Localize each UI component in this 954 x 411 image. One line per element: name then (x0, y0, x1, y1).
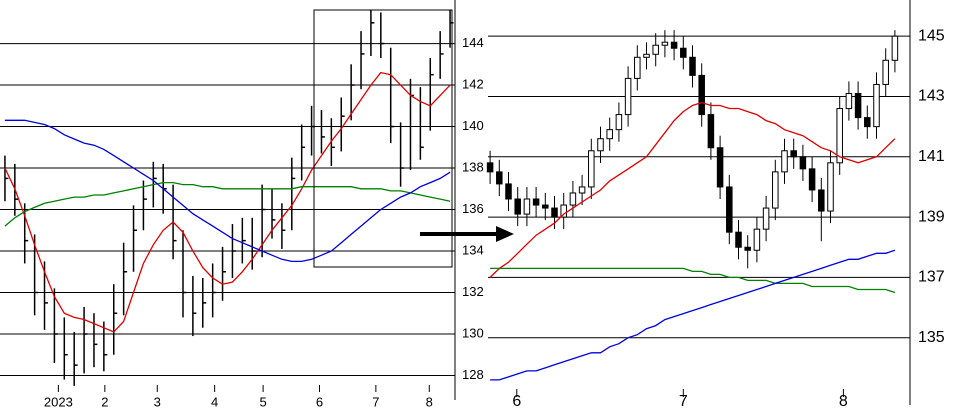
moving-average (490, 267, 896, 294)
candle-body (486, 162, 494, 173)
candle-body (578, 186, 586, 194)
x-tick-label: 2 (101, 394, 108, 409)
x-tick-label: 2023 (44, 394, 73, 409)
candle-body (680, 47, 687, 58)
zoom-arrow-head (496, 226, 514, 242)
candle-body (661, 41, 669, 46)
candle-body (597, 138, 604, 152)
candle-body (864, 117, 871, 128)
candle-body (523, 198, 531, 215)
y-tick-label: 137 (918, 269, 945, 286)
x-tick-label: 7 (679, 393, 688, 410)
candle-body (634, 56, 641, 79)
candle-body (652, 44, 659, 55)
x-tick-label: 8 (839, 393, 848, 410)
moving-average (4, 119, 451, 263)
y-tick-label: 139 (918, 208, 945, 225)
y-tick-label: 130 (462, 325, 484, 340)
candle-body (827, 162, 834, 212)
zoom-frame (313, 9, 453, 268)
candle-body (854, 92, 862, 119)
candle-body (643, 53, 650, 58)
y-tick-label: 145 (918, 27, 945, 44)
candle-body (744, 246, 751, 251)
y-tick-label: 128 (462, 367, 484, 382)
candle-body (551, 207, 558, 218)
candle-body (818, 189, 825, 212)
candle-body (707, 114, 715, 149)
candle-body (698, 74, 705, 116)
candle-body (882, 59, 889, 85)
y-tick-label: 138 (462, 159, 484, 174)
x-tick-label: 5 (259, 394, 266, 409)
candle-body (873, 83, 880, 128)
candle-body (542, 204, 549, 209)
x-tick-label: 8 (426, 394, 433, 409)
x-tick-label: 3 (154, 394, 161, 409)
candle-body (532, 198, 540, 206)
candle-body (836, 108, 843, 164)
moving-average (490, 249, 896, 381)
y-tick-label: 140 (462, 118, 484, 133)
x-tick-label: 7 (372, 394, 379, 409)
candle-body (588, 150, 595, 188)
y-tick-label: 143 (918, 88, 945, 105)
overview-panel: 128 130 132 134 136 138 140 142 144 2023 2 3 4 5 6 7 8 (0, 0, 484, 409)
candle-body (505, 183, 512, 200)
candle-body (781, 150, 788, 173)
candle-body (716, 147, 724, 188)
candle-body (772, 171, 779, 209)
candle-body (808, 168, 816, 191)
y-tick-label: 144 (462, 35, 484, 50)
y-tick-label: 135 (918, 329, 945, 346)
zoom-panel: 135 137 139 141 143 145 6 7 8 (486, 0, 945, 410)
candle-body (689, 56, 696, 76)
candle-body (670, 41, 678, 49)
candle-body (753, 228, 761, 251)
candle-body (790, 150, 797, 158)
x-tick-label: 6 (316, 394, 323, 409)
y-tick-label: 132 (462, 284, 484, 299)
x-tick-label: 6 (512, 393, 521, 410)
candle-body (799, 156, 807, 170)
candle-body (514, 198, 521, 215)
y-tick-label: 136 (462, 201, 484, 216)
y-tick-label: 142 (462, 76, 484, 91)
moving-average (4, 181, 451, 227)
candle-body (735, 231, 742, 248)
candle-body (624, 77, 632, 116)
candle-body (560, 204, 567, 218)
x-tick-label: 4 (211, 394, 218, 409)
candle-body (615, 114, 623, 131)
moving-average (4, 71, 451, 333)
moving-average (489, 101, 896, 278)
candle-body (845, 92, 853, 110)
candle-body (496, 171, 503, 185)
candle-body (606, 129, 613, 140)
candle-body (762, 207, 770, 230)
y-tick-label: 134 (462, 242, 484, 257)
y-tick-label: 141 (918, 148, 945, 165)
candle-body (569, 192, 577, 206)
candle-body (891, 35, 899, 61)
candle-body (726, 186, 733, 233)
